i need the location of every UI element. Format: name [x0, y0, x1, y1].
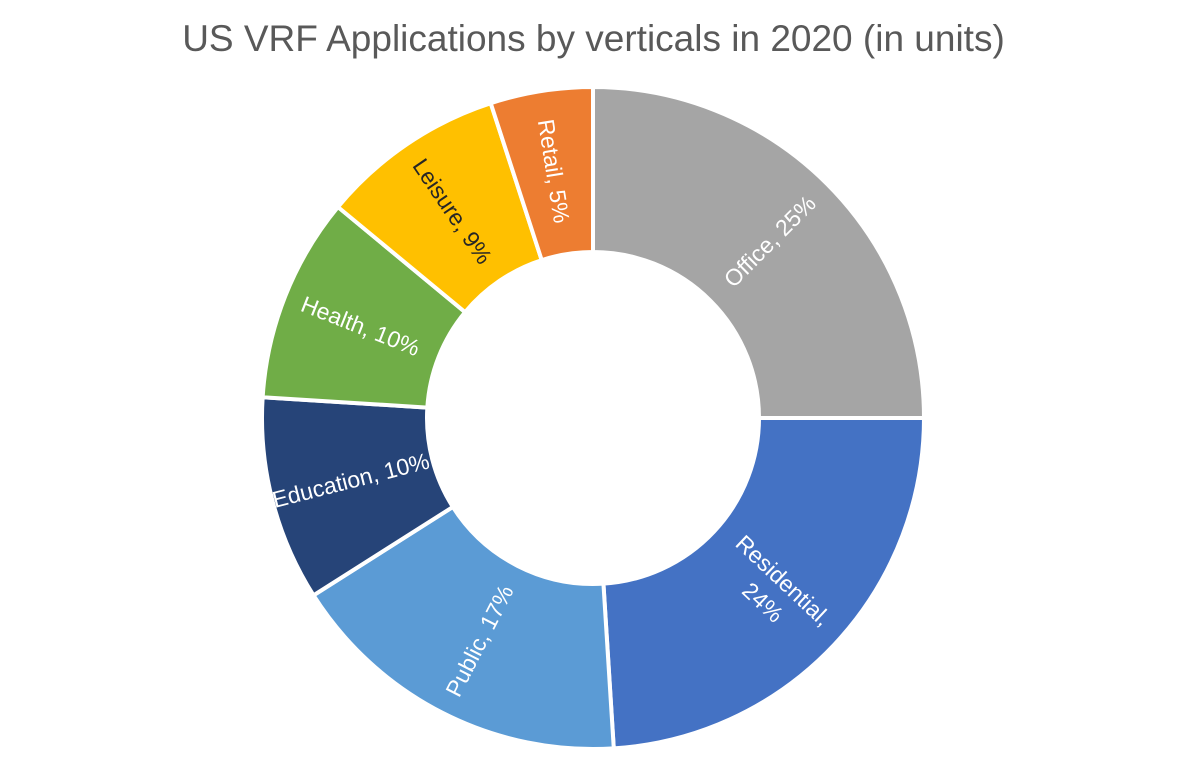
- chart-title: US VRF Applications by verticals in 2020…: [182, 18, 1005, 59]
- slice-residential: [601, 416, 927, 751]
- slice-public: [310, 504, 616, 751]
- slice-retail: [488, 84, 595, 263]
- slice-office: [591, 84, 927, 420]
